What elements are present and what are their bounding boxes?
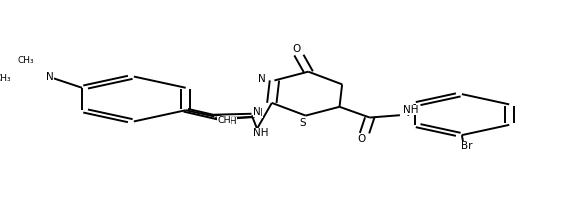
Text: CH: CH — [218, 116, 231, 125]
Text: CH: CH — [223, 117, 237, 126]
Text: O: O — [358, 134, 366, 144]
Text: Br: Br — [461, 141, 473, 151]
Text: CH₃: CH₃ — [18, 56, 35, 65]
Text: O: O — [292, 44, 300, 54]
Text: NH: NH — [254, 128, 269, 138]
Text: N: N — [46, 72, 54, 82]
Text: S: S — [300, 118, 307, 128]
Text: NH: NH — [402, 105, 418, 115]
Text: CH₃: CH₃ — [0, 74, 11, 83]
Text: N: N — [253, 107, 261, 117]
Text: N: N — [258, 73, 265, 84]
Text: N: N — [255, 108, 263, 118]
